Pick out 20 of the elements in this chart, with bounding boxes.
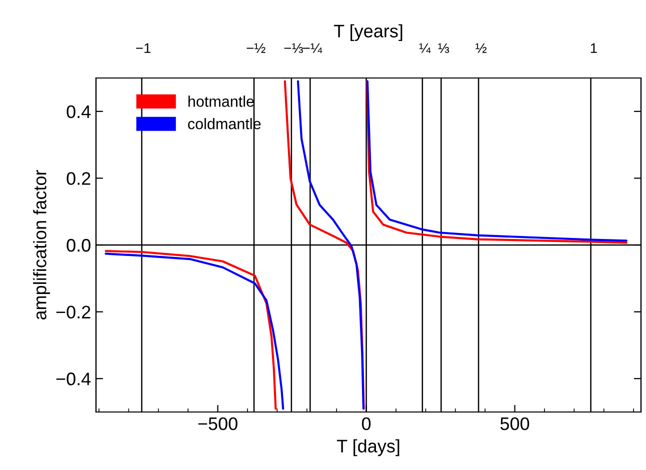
x2-tick-label: −¼: [303, 43, 322, 54]
x2-tick-label: −1: [136, 43, 151, 53]
y-axis-title: amplification factor: [33, 170, 50, 320]
x2-tick-label: −⅓: [284, 43, 303, 53]
x2-tick-label: −½: [246, 43, 266, 53]
x-tick-label: 0: [362, 417, 371, 430]
y-tick-label: −0.2: [56, 306, 90, 319]
y-tick-label: 0.0: [66, 238, 90, 252]
x-tick-label: 500: [500, 417, 530, 430]
x2-tick-label: ⅓: [438, 43, 450, 53]
x2-tick-label: ½: [476, 43, 487, 53]
x2-tick-label: 1: [590, 43, 597, 53]
y-tick-label: −0.4: [56, 372, 91, 386]
x2-tick-label: ¼: [419, 43, 431, 54]
x2-axis-title: T [years]: [334, 24, 402, 42]
y-tick-label: 0.4: [66, 105, 91, 118]
x-axis-title: T [days]: [336, 439, 400, 456]
y-tick-label: 0.2: [66, 172, 90, 185]
x-tick-label: −500: [198, 417, 238, 430]
legend-label: hotmantle: [188, 96, 254, 107]
